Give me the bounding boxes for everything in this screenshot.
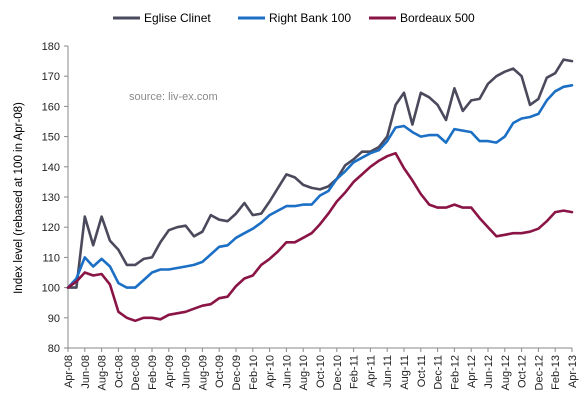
x-tick-label: Jun-11 xyxy=(382,355,394,388)
y-tick-label: 180 xyxy=(42,41,60,53)
x-tick-label: Jun-12 xyxy=(483,355,495,389)
y-tick-label: 100 xyxy=(42,283,60,295)
legend-label-right-bank-100: Right Bank 100 xyxy=(269,11,351,25)
x-tick-label: Aug-08 xyxy=(97,355,109,390)
x-tick-label: Aug-10 xyxy=(298,355,310,390)
y-tick-label: 130 xyxy=(42,192,60,204)
x-tick-label: Feb-12 xyxy=(449,355,461,390)
x-tick-label: Oct-09 xyxy=(214,355,226,388)
x-tick-label: Feb-13 xyxy=(550,355,562,390)
y-tick-label: 90 xyxy=(48,313,60,325)
y-tick-label: 120 xyxy=(42,222,60,234)
y-axis-title: Index level (rebased at 100 in Apr-08) xyxy=(13,102,25,294)
source-annotation: source: liv-ex.com xyxy=(129,91,218,103)
x-tick-label: Dec-11 xyxy=(433,355,445,390)
y-tick-label: 80 xyxy=(48,343,60,355)
y-tick-label: 170 xyxy=(42,71,60,83)
x-tick-label: Feb-10 xyxy=(248,355,260,390)
y-tick-label: 150 xyxy=(42,132,60,144)
x-tick-label: Dec-09 xyxy=(231,355,243,390)
legend: Eglise Clinet Right Bank 100 Bordeaux 500 xyxy=(113,11,475,25)
x-tick-label: Dec-10 xyxy=(332,355,344,390)
x-tick-label: Feb-09 xyxy=(147,355,159,390)
x-tick-label: Aug-09 xyxy=(197,355,209,390)
x-tick-label: Jun-08 xyxy=(80,355,92,389)
x-tick-label: Apr-09 xyxy=(164,355,176,388)
series-lines xyxy=(66,58,574,323)
legend-label-eglise-clinet: Eglise Clinet xyxy=(144,11,211,25)
x-tick-label: Jun-10 xyxy=(281,355,293,389)
y-tick-label: 110 xyxy=(42,252,60,264)
x-tick-label: Apr-11 xyxy=(365,355,377,387)
x-tick-label: Oct-10 xyxy=(315,355,327,388)
x-tick-label: Apr-13 xyxy=(567,355,579,388)
x-tick-label: Dec-12 xyxy=(533,355,545,390)
x-tick-label: Oct-08 xyxy=(113,355,125,388)
x-tick-label: Feb-11 xyxy=(349,355,361,389)
x-tick-label: Apr-10 xyxy=(265,355,277,388)
series-line-eglise-clinet xyxy=(66,58,574,289)
x-tick-label: Apr-08 xyxy=(63,355,75,388)
x-tick-label: Oct-11 xyxy=(416,355,428,387)
x-tick-label: Jun-09 xyxy=(181,355,193,389)
legend-label-bordeaux-500: Bordeaux 500 xyxy=(400,11,475,25)
x-tick-label: Dec-08 xyxy=(130,355,142,390)
series-line-right-bank-100 xyxy=(66,84,574,289)
axes: 80 90 100 110 120 130 140 150 160 170 180 Apr-08 Jun… xyxy=(42,41,579,390)
x-tick-label: Aug-12 xyxy=(500,355,512,390)
y-tick-label: 160 xyxy=(42,101,60,113)
x-tick-label: Aug-11 xyxy=(399,355,411,390)
y-tick-label: 140 xyxy=(42,162,60,174)
series-line-bordeaux-500 xyxy=(66,151,574,323)
x-tick-label: Apr-12 xyxy=(466,355,478,388)
x-tick-label: Oct-12 xyxy=(517,355,529,388)
